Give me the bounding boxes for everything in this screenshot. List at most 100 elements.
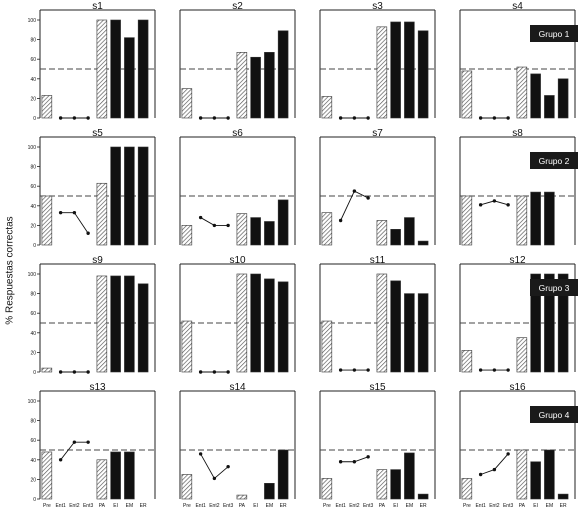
training-point [72, 116, 77, 120]
training-point [212, 370, 217, 374]
training-line [200, 453, 229, 480]
training-line [60, 441, 89, 461]
panel-title: s2 [232, 1, 243, 12]
y-tick-label: 80 [30, 38, 36, 44]
panel-title: s10 [229, 255, 246, 266]
bar-em [264, 278, 275, 373]
training-point [352, 189, 357, 193]
panel-title: s8 [512, 128, 523, 139]
x-tick-label: EI [113, 503, 118, 509]
training-point [338, 368, 343, 372]
bar-pa [516, 337, 528, 373]
x-tick-label: Ent3 [223, 503, 234, 509]
training-point [366, 196, 370, 200]
training-point [506, 203, 510, 207]
panel-title: s5 [92, 128, 103, 139]
x-tick-label: Pre [183, 503, 191, 509]
panel-s7: s7 [319, 128, 436, 246]
y-tick-label: 20 [30, 223, 36, 229]
x-tick-label: EM [266, 503, 274, 509]
panel-title: s11 [370, 255, 386, 266]
bar-er [557, 273, 569, 373]
bar-em [404, 21, 415, 119]
bar-em [544, 449, 555, 500]
panel-title: s13 [89, 382, 106, 393]
bar-pa [236, 52, 248, 119]
bar-em [404, 293, 415, 373]
y-tick-label: 40 [30, 204, 36, 210]
panel-s2: s2 [179, 1, 296, 120]
bar-pre [321, 212, 333, 246]
training-point [338, 460, 343, 464]
bar-pre [461, 195, 473, 246]
panel-s8: s8 Grupo 2 [459, 128, 578, 246]
bar-pre [321, 478, 333, 500]
panel-title: s6 [232, 128, 243, 139]
bar-em [264, 52, 275, 119]
training-point [506, 368, 510, 372]
bar-pre [41, 451, 53, 500]
x-tick-label: Pre [43, 503, 51, 509]
panel-s3: s3 [319, 1, 436, 120]
training-point [58, 116, 63, 120]
x-tick-label: ER [140, 503, 147, 509]
bar-pre [181, 474, 193, 500]
training-point [86, 231, 90, 235]
y-tick-label: 100 [28, 145, 37, 151]
bar-em [404, 217, 415, 246]
panel-title: s15 [369, 382, 386, 393]
y-tick-label: 20 [30, 477, 36, 483]
training-point [366, 368, 370, 372]
panel-s11: s11 [319, 255, 436, 373]
training-point [226, 223, 230, 228]
bar-pre [41, 367, 53, 373]
training-point [72, 210, 77, 215]
bar-ei [110, 275, 121, 373]
x-tick-label: EI [533, 503, 538, 509]
panel-title: s14 [229, 382, 246, 393]
x-tick-label: ER [560, 503, 567, 509]
training-point [212, 476, 217, 481]
bar-er [137, 283, 149, 373]
y-tick-label: 40 [30, 331, 36, 337]
y-tick-label: 60 [30, 311, 36, 317]
group-label-text: Grupo 4 [539, 410, 570, 420]
panel-title: s3 [372, 1, 383, 12]
x-tick-label: EM [406, 503, 414, 509]
panel-s9: s9 0 20 40 60 80 100 [28, 255, 156, 376]
training-point [338, 218, 343, 223]
training-point [492, 116, 497, 120]
bar-pre [321, 320, 333, 373]
bar-ei [530, 73, 541, 119]
bar-pa [236, 494, 248, 500]
group-label-box [530, 25, 578, 42]
x-tick-label: Ent2 [69, 503, 80, 509]
panel-s5: s5 0 20 40 60 80 100 [28, 128, 156, 249]
group-label: Grupo 1 [530, 25, 578, 42]
panel-s12: s12 Grupo 3 [459, 255, 578, 373]
bar-em [544, 95, 555, 119]
y-tick-label: 40 [30, 458, 36, 464]
training-point [226, 116, 230, 120]
training-point [198, 116, 203, 120]
training-point [352, 460, 357, 464]
training-point [72, 370, 77, 374]
bar-ei [530, 273, 541, 373]
bar-em [124, 146, 135, 246]
bar-pre [461, 70, 473, 119]
x-tick-label: PA [519, 503, 526, 509]
panel-s13: s13 0 20 40 60 80 100 Pre Ent1 Ent2 Ent3 PA EI EM ER [28, 382, 156, 509]
bar-em [124, 451, 135, 500]
training-point [58, 458, 63, 462]
training-point [86, 370, 90, 374]
training-point [352, 116, 357, 120]
bar-pre [181, 88, 193, 119]
training-point [492, 199, 497, 203]
bar-pa [516, 66, 528, 119]
training-point [478, 368, 483, 372]
group-label-box [530, 406, 578, 423]
training-point [506, 452, 510, 456]
bar-ei [110, 19, 121, 119]
bar-pre [461, 478, 473, 500]
y-tick-label: 80 [30, 292, 36, 298]
